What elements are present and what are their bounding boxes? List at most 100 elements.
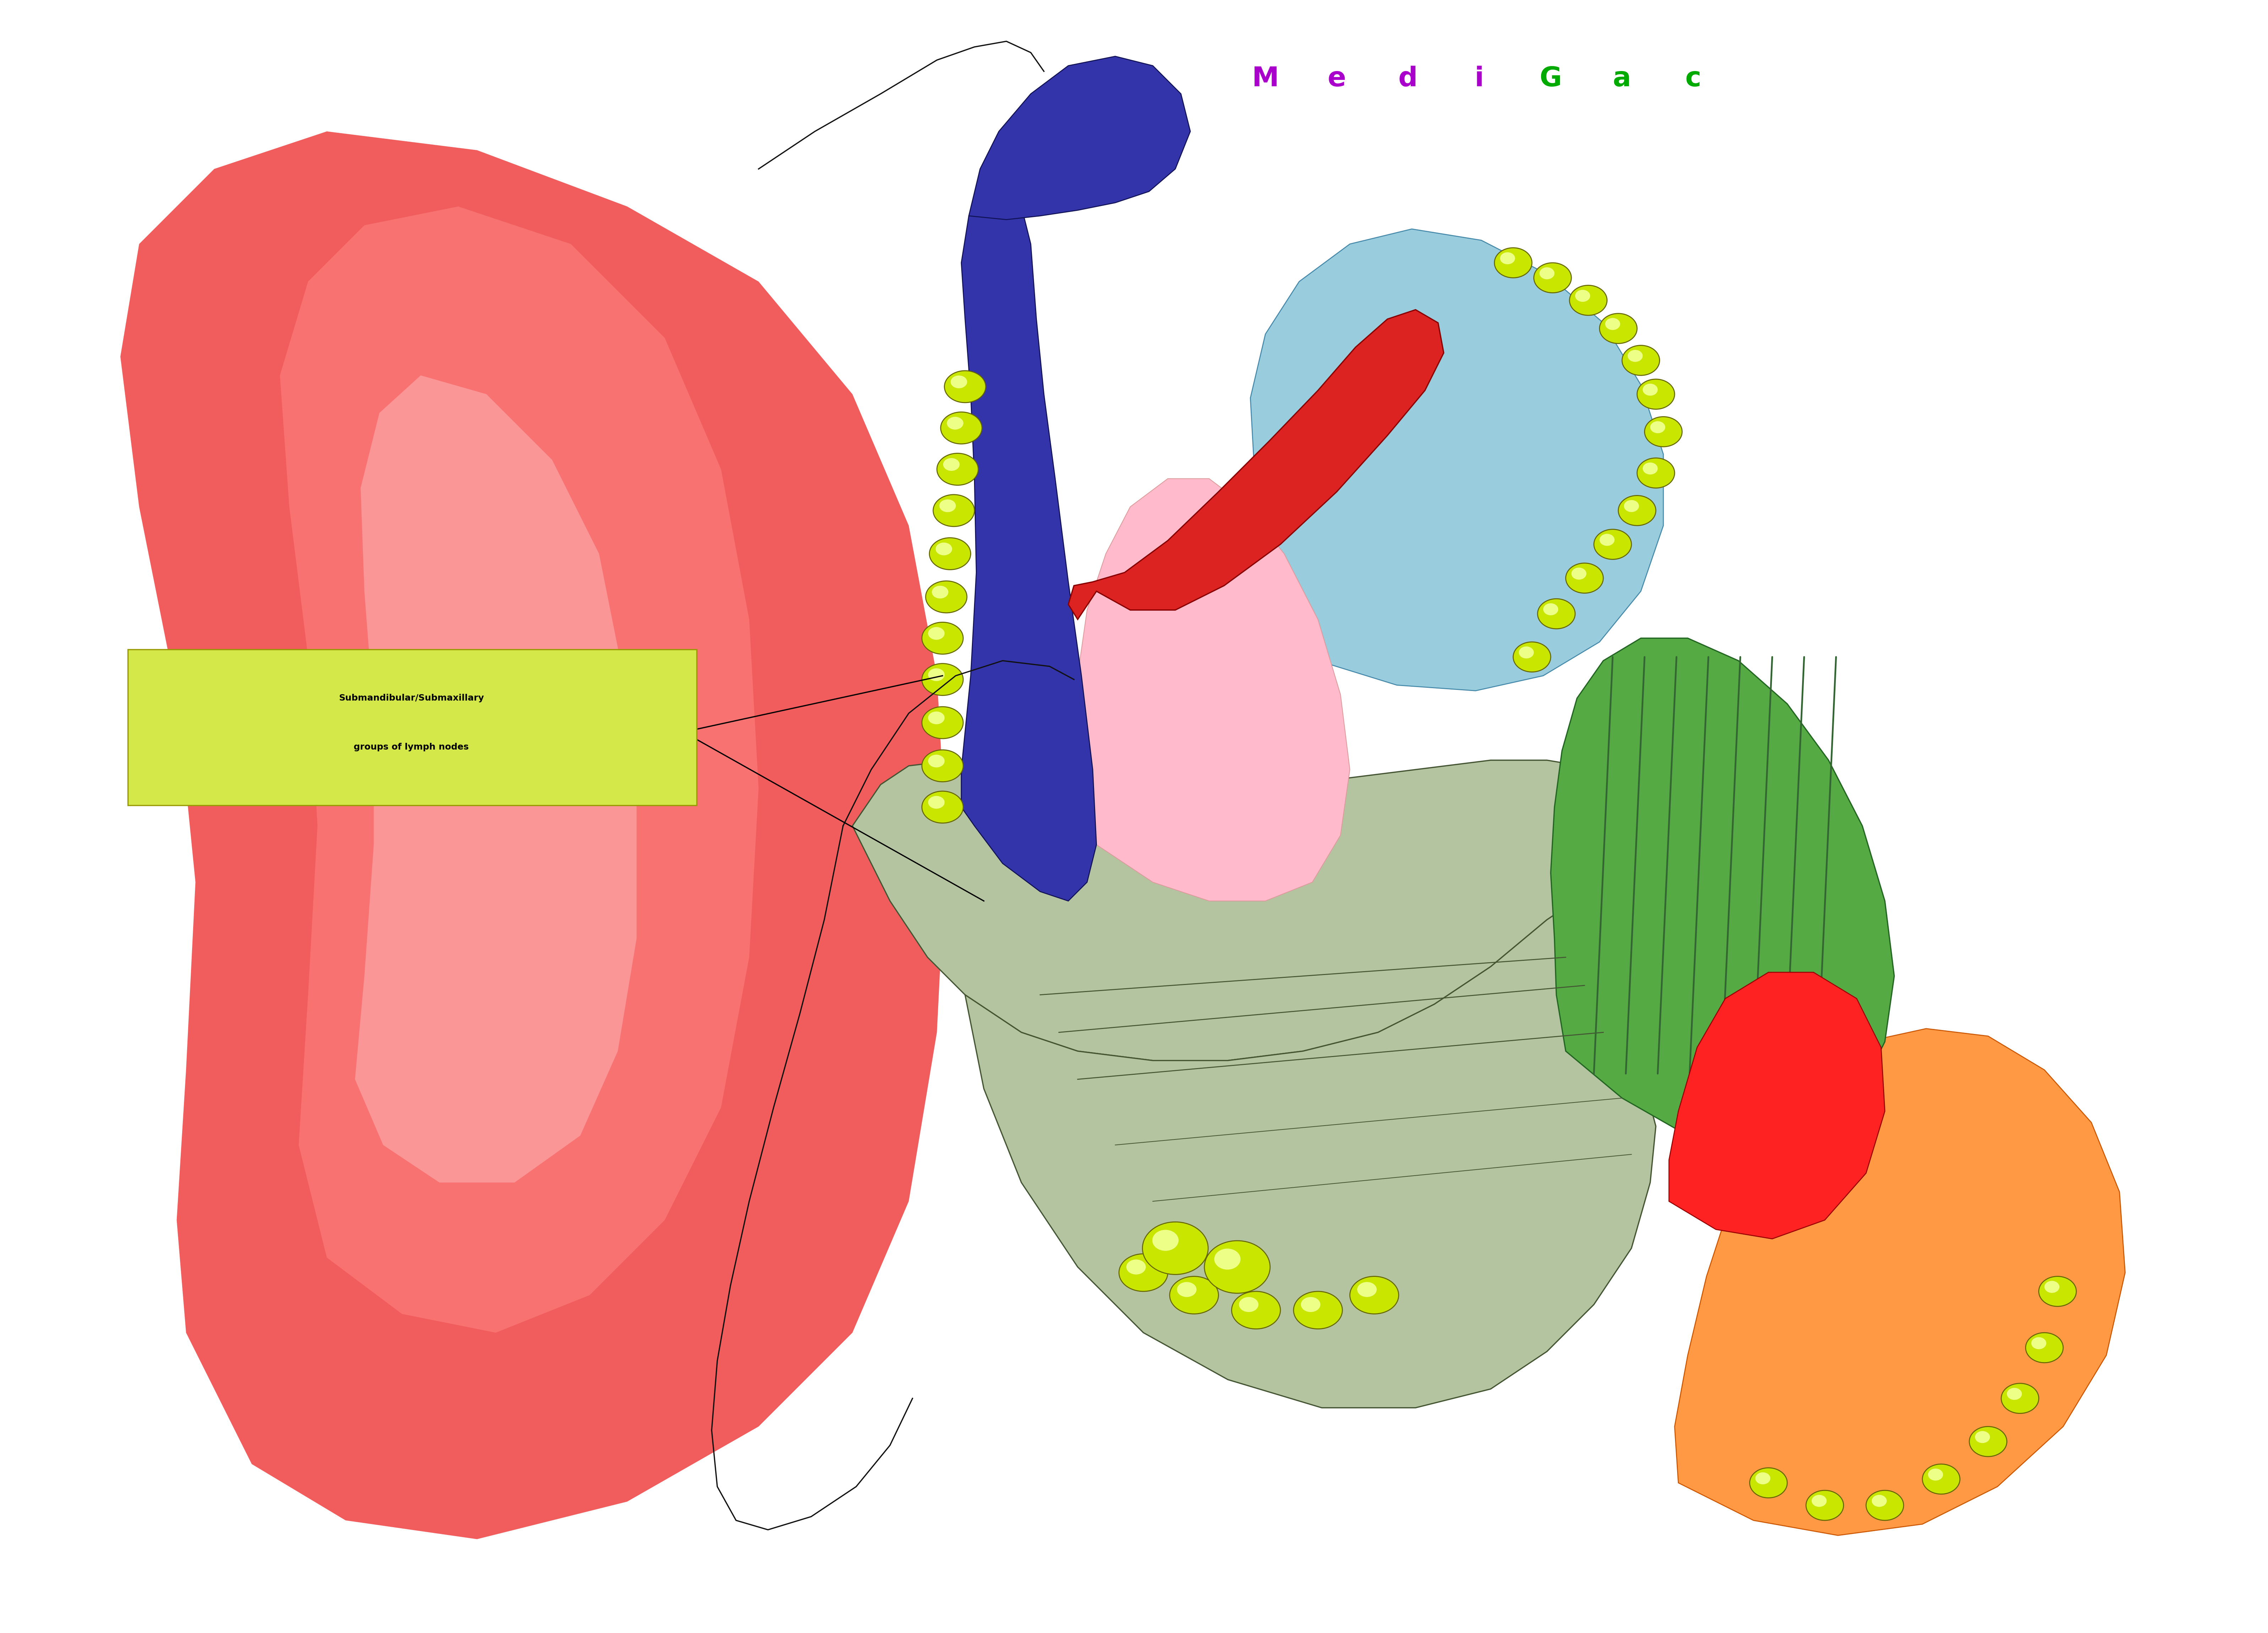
Ellipse shape <box>928 712 943 725</box>
Ellipse shape <box>950 376 966 389</box>
Ellipse shape <box>1644 416 1683 447</box>
Ellipse shape <box>921 707 964 738</box>
Ellipse shape <box>939 500 955 513</box>
Polygon shape <box>120 131 946 1540</box>
Ellipse shape <box>1177 1282 1198 1297</box>
Ellipse shape <box>1755 1473 1771 1484</box>
Ellipse shape <box>1749 1468 1787 1497</box>
Polygon shape <box>1551 639 1894 1148</box>
Ellipse shape <box>946 416 964 429</box>
Ellipse shape <box>1624 500 1640 513</box>
Polygon shape <box>853 761 1660 1060</box>
Ellipse shape <box>1812 1494 1826 1507</box>
Ellipse shape <box>1143 1221 1209 1274</box>
Ellipse shape <box>1356 1282 1377 1297</box>
Ellipse shape <box>1569 286 1608 315</box>
Polygon shape <box>1068 310 1445 619</box>
Ellipse shape <box>932 495 975 526</box>
Ellipse shape <box>1538 599 1574 629</box>
Ellipse shape <box>1204 1241 1270 1293</box>
Ellipse shape <box>1533 263 1572 292</box>
Ellipse shape <box>1540 268 1554 279</box>
Text: M: M <box>1252 65 1279 91</box>
Ellipse shape <box>928 627 943 640</box>
Ellipse shape <box>1923 1465 1960 1494</box>
Ellipse shape <box>2000 1383 2039 1414</box>
Ellipse shape <box>1520 647 1533 658</box>
Ellipse shape <box>2039 1277 2075 1306</box>
Ellipse shape <box>1574 289 1590 302</box>
Text: c: c <box>1685 65 1701 91</box>
Ellipse shape <box>921 663 964 696</box>
Ellipse shape <box>1565 563 1603 593</box>
Ellipse shape <box>932 586 948 598</box>
Ellipse shape <box>1170 1277 1218 1315</box>
Ellipse shape <box>1805 1491 1844 1520</box>
Ellipse shape <box>1213 1249 1241 1269</box>
Ellipse shape <box>1637 457 1674 488</box>
Ellipse shape <box>2043 1280 2059 1293</box>
Text: groups of lymph nodes: groups of lymph nodes <box>354 743 469 751</box>
Ellipse shape <box>1302 1297 1320 1311</box>
Polygon shape <box>1250 229 1662 691</box>
Ellipse shape <box>1127 1259 1145 1274</box>
Ellipse shape <box>1871 1494 1887 1507</box>
Ellipse shape <box>943 371 987 403</box>
Text: i: i <box>1474 65 1483 91</box>
Ellipse shape <box>1152 1230 1179 1251</box>
Ellipse shape <box>943 459 959 470</box>
Ellipse shape <box>937 542 953 555</box>
Ellipse shape <box>1867 1491 1903 1520</box>
Ellipse shape <box>1969 1427 2007 1457</box>
Ellipse shape <box>1606 318 1619 330</box>
Polygon shape <box>1077 478 1349 901</box>
Ellipse shape <box>1238 1297 1259 1311</box>
Ellipse shape <box>928 754 943 768</box>
Ellipse shape <box>937 454 978 485</box>
Ellipse shape <box>1572 568 1585 580</box>
Polygon shape <box>968 56 1191 219</box>
Ellipse shape <box>1542 603 1558 616</box>
Ellipse shape <box>1928 1468 1944 1481</box>
Ellipse shape <box>1118 1254 1168 1292</box>
Ellipse shape <box>941 412 982 444</box>
Ellipse shape <box>1975 1431 1989 1444</box>
Ellipse shape <box>1599 314 1637 343</box>
Ellipse shape <box>928 668 943 681</box>
Ellipse shape <box>2007 1388 2021 1399</box>
Polygon shape <box>1669 972 1885 1239</box>
Ellipse shape <box>921 750 964 782</box>
Polygon shape <box>279 206 758 1333</box>
Polygon shape <box>1674 1029 2125 1535</box>
Ellipse shape <box>925 581 966 612</box>
Ellipse shape <box>1599 534 1615 545</box>
Text: e: e <box>1327 65 1345 91</box>
Ellipse shape <box>1594 529 1631 560</box>
Ellipse shape <box>1513 642 1551 671</box>
Ellipse shape <box>2032 1337 2046 1349</box>
FancyBboxPatch shape <box>127 650 696 805</box>
Ellipse shape <box>1293 1292 1343 1329</box>
Ellipse shape <box>921 622 964 655</box>
Text: Submandibular/Submaxillary: Submandibular/Submaxillary <box>338 694 483 702</box>
Ellipse shape <box>1499 251 1515 265</box>
Ellipse shape <box>1651 421 1665 433</box>
Text: G: G <box>1540 65 1563 91</box>
Ellipse shape <box>1232 1292 1281 1329</box>
Polygon shape <box>962 188 1095 901</box>
Ellipse shape <box>1622 345 1660 376</box>
Ellipse shape <box>1495 248 1531 278</box>
Ellipse shape <box>1619 495 1656 526</box>
Ellipse shape <box>1642 384 1658 395</box>
Text: d: d <box>1399 65 1418 91</box>
Text: a: a <box>1613 65 1631 91</box>
Ellipse shape <box>1637 379 1674 410</box>
Polygon shape <box>966 882 1656 1408</box>
Ellipse shape <box>930 537 971 570</box>
Ellipse shape <box>921 790 964 823</box>
Ellipse shape <box>2025 1333 2064 1362</box>
Ellipse shape <box>1628 349 1642 363</box>
Ellipse shape <box>1349 1277 1399 1315</box>
Ellipse shape <box>928 795 943 808</box>
Polygon shape <box>356 376 637 1182</box>
